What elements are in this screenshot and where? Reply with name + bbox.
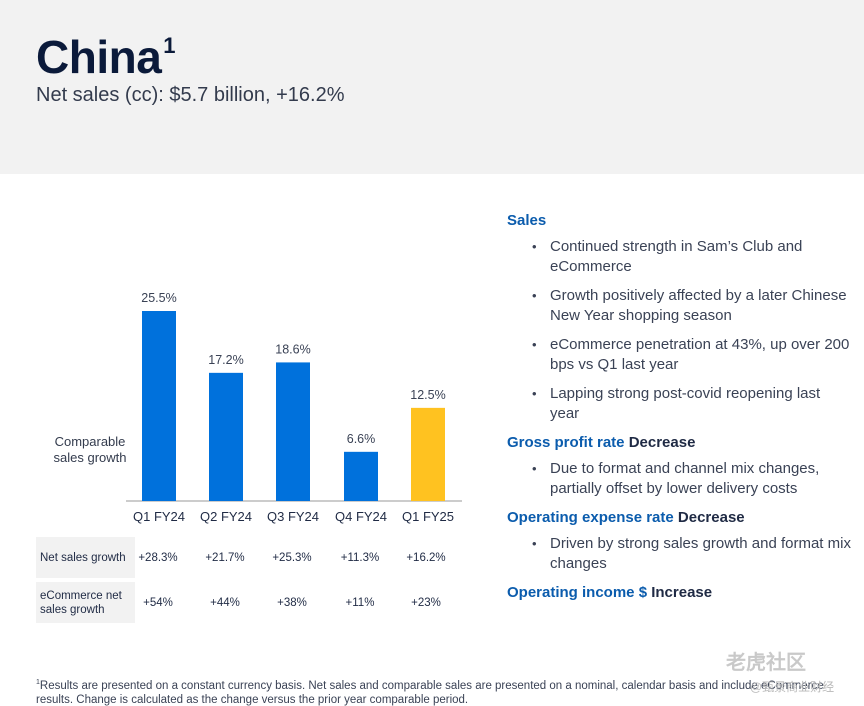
bar-q2-fy24 bbox=[209, 372, 243, 501]
bullet-item: Driven by strong sales growth and format… bbox=[532, 534, 852, 574]
page-subtitle: Net sales (cc): $5.7 billion, +16.2% bbox=[36, 84, 345, 106]
x-tick-label: Q4 FY24 bbox=[335, 509, 387, 524]
metric-row: eCommerce net sales growth +54% +44% +38% +1… bbox=[36, 582, 462, 623]
bullet-item: eCommerce penetration at 43%, up over 20… bbox=[532, 335, 852, 375]
metric-label: Net sales growth bbox=[36, 537, 135, 578]
page-title: China1 bbox=[36, 31, 176, 83]
metric-value: +28.3% bbox=[138, 551, 178, 564]
x-tick-label: Q1 FY25 bbox=[402, 509, 454, 524]
watermark-logo: 老虎社区 bbox=[726, 652, 806, 674]
title-footnote-marker: 1 bbox=[163, 32, 176, 58]
bar-data-label: 17.2% bbox=[208, 353, 243, 367]
metric-label: eCommerce net sales growth bbox=[36, 582, 135, 623]
bar-data-label: 25.5% bbox=[141, 291, 176, 305]
metric-value: +44% bbox=[210, 596, 240, 609]
bar-q1-fy24 bbox=[142, 311, 176, 501]
bar-data-label: 12.5% bbox=[410, 388, 445, 402]
bullet-list: Driven by strong sales growth and format… bbox=[532, 534, 852, 574]
y-axis-label: Comparable sales growth bbox=[53, 434, 127, 465]
bullet-item: Lapping strong post-covid reopening last… bbox=[532, 384, 852, 424]
bullet-list: Due to format and channel mix changes, p… bbox=[532, 459, 852, 499]
metric-row: Net sales growth +28.3% +21.7% +25.3% +11.3%… bbox=[36, 537, 462, 578]
metric-value: +21.7% bbox=[205, 551, 245, 564]
bar-q4-fy24 bbox=[344, 451, 378, 501]
header-band: China1 Net sales (cc): $5.7 billion, +16… bbox=[0, 0, 864, 174]
footnote: 1Results are presented on a constant cur… bbox=[36, 679, 824, 706]
x-tick-label: Q3 FY24 bbox=[267, 509, 319, 524]
section-title: Operating expense rate Decrease bbox=[507, 509, 745, 526]
bar-data-label: 18.6% bbox=[275, 342, 310, 356]
section-title: Sales bbox=[507, 212, 547, 229]
x-tick-label: Q2 FY24 bbox=[200, 509, 252, 524]
bar-q3-fy24 bbox=[276, 362, 310, 501]
metric-value: +16.2% bbox=[406, 551, 446, 564]
bullet-item: Due to format and channel mix changes, p… bbox=[532, 459, 852, 499]
metric-value: +38% bbox=[277, 596, 307, 609]
bar-data-label: 6.6% bbox=[347, 432, 376, 446]
bullet-list: Continued strength in Sam’s Club and eCo… bbox=[532, 237, 852, 424]
metric-value: +11% bbox=[345, 596, 375, 609]
bullet-item: Growth positively affected by a later Ch… bbox=[532, 286, 852, 326]
section-title: Operating income $ Increase bbox=[507, 584, 713, 601]
comparable-sales-bar-chart: 25.5% Q1 FY24 17.2% Q2 FY24 18.6% Q3 FY24 6.6%… bbox=[126, 291, 462, 524]
x-tick-label: Q1 FY24 bbox=[133, 509, 185, 524]
commentary-panel: Sales Continued strength in Sam’s Club an… bbox=[507, 212, 852, 609]
section-title: Gross profit rate Decrease bbox=[507, 434, 696, 451]
metric-value: +25.3% bbox=[272, 551, 312, 564]
metric-value: +23% bbox=[411, 596, 441, 609]
watermark-handle: @甄景商业财经 bbox=[750, 680, 835, 694]
bar-q1-fy25 bbox=[411, 407, 445, 501]
metric-value: +11.3% bbox=[340, 551, 380, 564]
metrics-table: Net sales growth +28.3% +21.7% +25.3% +11.3%… bbox=[36, 537, 462, 627]
bullet-item: Continued strength in Sam’s Club and eCo… bbox=[532, 237, 852, 277]
metric-value: +54% bbox=[143, 596, 173, 609]
